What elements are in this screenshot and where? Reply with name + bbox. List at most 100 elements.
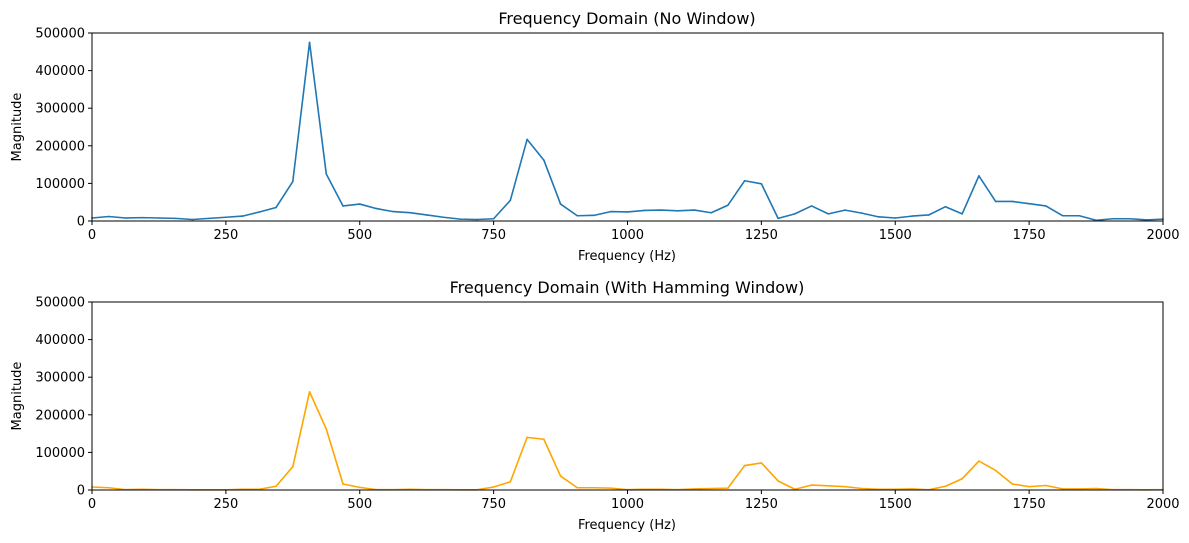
y-axis-label: Magnitude: [10, 362, 25, 431]
data-point: [258, 211, 261, 213]
data-point: [358, 203, 361, 205]
data-point: [208, 217, 210, 220]
data-point: [927, 214, 930, 216]
data-point: [559, 475, 562, 477]
data-point: [576, 214, 579, 217]
y-tick-label: 0: [77, 215, 85, 230]
x-tick-label: 1500: [879, 228, 912, 243]
x-tick-label: 250: [213, 228, 238, 243]
data-point: [392, 210, 395, 213]
x-tick-label: 0: [88, 497, 96, 512]
y-tick-label: 300000: [35, 102, 85, 117]
data-point: [727, 487, 729, 489]
x-tick-label: 2000: [1146, 497, 1179, 512]
data-point: [794, 213, 796, 215]
subplot-hamming-window: Frequency Domain (With Hamming Window) F…: [10, 278, 1180, 533]
ticks-layer: 0 250 500 750 1000 1250 1500 1750 2000 0 100000 200…: [35, 296, 1179, 513]
data-point: [292, 465, 294, 468]
data-point: [425, 214, 428, 216]
data-point: [660, 209, 662, 211]
data-point: [978, 460, 980, 462]
data-point: [308, 41, 311, 44]
axes-frame: [91, 32, 1164, 222]
data-point: [1078, 488, 1081, 490]
data-point: [107, 215, 110, 218]
data-point: [810, 484, 813, 486]
data-point: [994, 200, 997, 203]
data-point: [727, 204, 729, 207]
data-point: [191, 218, 194, 221]
data-point: [342, 483, 344, 485]
data-point: [124, 217, 127, 219]
data-point: [526, 436, 528, 439]
y-tick-label: 300000: [35, 371, 85, 386]
data-point: [844, 485, 846, 488]
y-tick-label: 500000: [35, 296, 85, 311]
x-tick-label: 1250: [745, 228, 778, 243]
data-point: [777, 480, 779, 482]
data-point: [241, 215, 244, 217]
data-point: [275, 485, 277, 488]
data-point: [626, 211, 629, 213]
x-axis-label: Frequency (Hz): [578, 518, 676, 533]
data-point: [158, 217, 160, 219]
data-point: [643, 209, 646, 212]
y-tick-label: 500000: [35, 27, 85, 42]
data-point: [944, 205, 947, 208]
data-point: [225, 216, 227, 219]
data-point: [342, 205, 344, 207]
data-point: [141, 216, 143, 219]
data-point: [593, 214, 595, 217]
data-point: [743, 464, 746, 467]
x-tick-label: 1250: [745, 497, 778, 512]
data-point: [409, 211, 411, 214]
x-tick-label: 500: [347, 228, 372, 243]
data-point: [1011, 483, 1014, 485]
y-tick-label: 400000: [35, 333, 85, 348]
data-point: [1011, 200, 1014, 203]
data-point: [459, 218, 461, 220]
x-tick-label: 750: [481, 228, 506, 243]
data-point: [543, 159, 545, 161]
ticks-layer: 0 250 500 750 1000 1250 1500 1750 2000 0 100000 200…: [35, 27, 1179, 244]
data-point: [1028, 485, 1030, 488]
data-point: [827, 213, 830, 215]
x-tick-label: 750: [481, 497, 506, 512]
data-point: [860, 487, 863, 490]
data-point: [911, 215, 913, 217]
data-point: [777, 217, 779, 220]
data-point: [275, 206, 277, 209]
chart-title: Frequency Domain (No Window): [498, 9, 755, 28]
data-point: [1045, 205, 1047, 207]
data-point: [978, 175, 980, 177]
y-tick-label: 100000: [35, 446, 85, 461]
x-tick-label: 2000: [1146, 228, 1179, 243]
data-point: [593, 486, 595, 489]
data-point: [609, 487, 612, 489]
data-point: [961, 213, 963, 215]
data-point: [894, 217, 897, 219]
y-tick-label: 0: [77, 484, 85, 499]
data-point: [492, 217, 495, 220]
x-tick-label: 1750: [1013, 497, 1046, 512]
x-tick-label: 500: [347, 497, 372, 512]
x-tick-label: 1000: [611, 497, 644, 512]
data-point: [442, 216, 445, 219]
x-tick-label: 1750: [1013, 228, 1046, 243]
data-point: [1045, 484, 1047, 487]
data-point: [509, 480, 512, 483]
data-point: [844, 209, 846, 211]
y-tick-label: 200000: [35, 408, 85, 423]
data-point: [292, 180, 294, 183]
x-tick-label: 1500: [879, 497, 912, 512]
data-point: [325, 173, 328, 175]
data-point: [693, 209, 696, 211]
data-point: [710, 487, 712, 490]
data-point: [1112, 217, 1114, 220]
y-tick-label: 200000: [35, 139, 85, 154]
data-point: [911, 488, 913, 490]
data-point: [107, 486, 110, 489]
data-point: [710, 211, 712, 214]
data-point: [576, 486, 579, 489]
